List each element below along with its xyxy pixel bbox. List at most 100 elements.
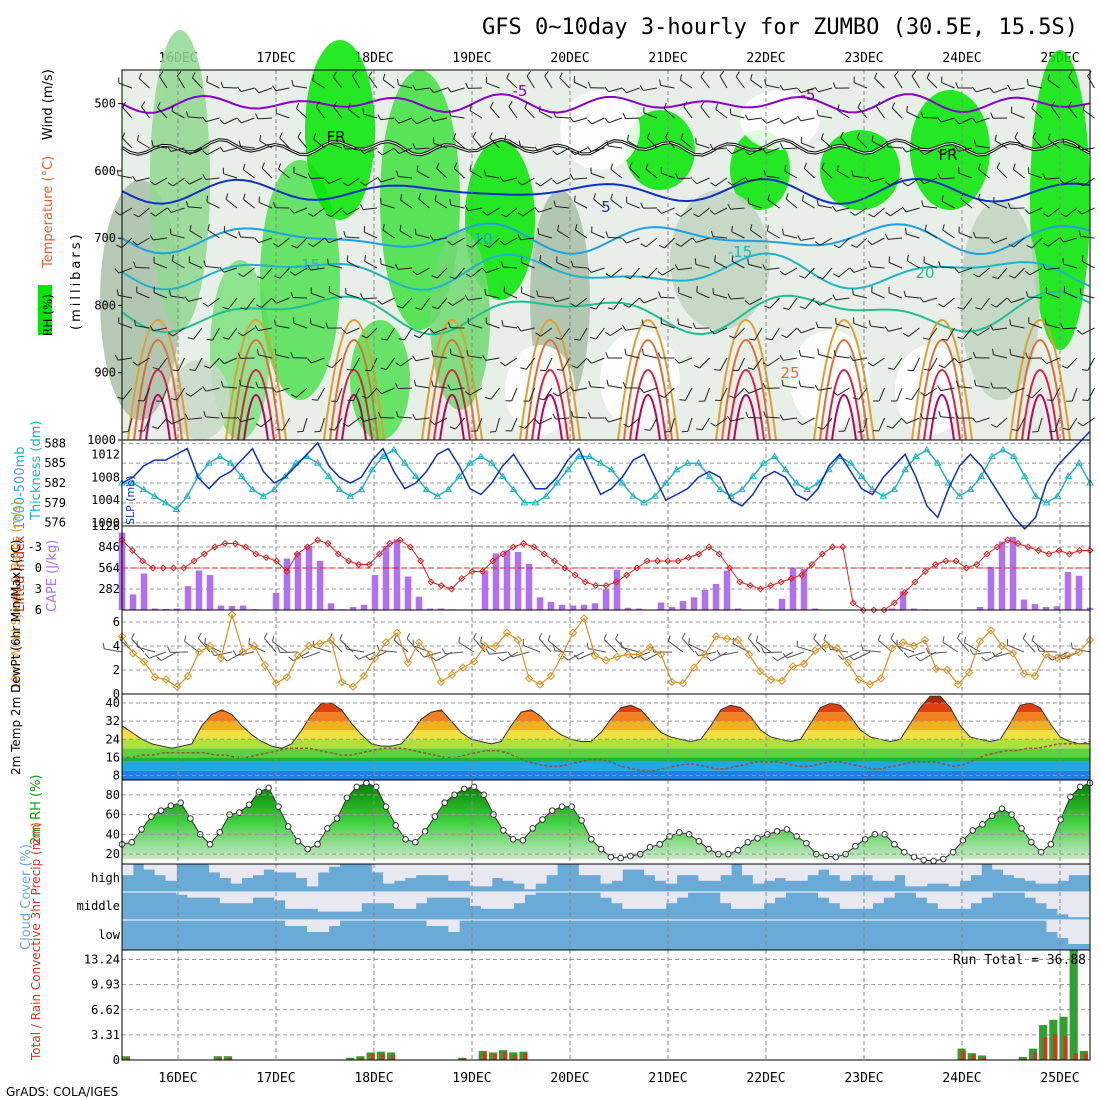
precip-convective-bar [370, 1053, 375, 1060]
li-point [468, 567, 476, 576]
wind-barb [896, 387, 903, 402]
wind-barb-flag [727, 203, 732, 210]
wind-barb-flag [1077, 182, 1084, 187]
wind-barb-flag [1050, 101, 1056, 107]
rh-point [646, 843, 654, 851]
wind-barb-flag [290, 351, 294, 358]
cloud-clear-cell [502, 864, 515, 881]
wind-barb-flag [290, 291, 294, 298]
wind-barb [450, 387, 465, 391]
wind-barb [190, 387, 203, 397]
cape-bar [1075, 575, 1083, 610]
wind-barb [928, 327, 938, 340]
wind-barb-flag [501, 319, 504, 327]
wind-barb [455, 417, 465, 430]
wind-barb-flag [465, 273, 472, 278]
wind-speed-point [733, 635, 743, 645]
wind-barb-flag [416, 165, 419, 172]
wind-barb [853, 82, 868, 89]
wind-barb [557, 230, 570, 239]
surface-temp-contour [825, 369, 863, 441]
wind-barb [942, 229, 955, 239]
wind-barb-flag [259, 135, 262, 142]
wind-barb [608, 417, 623, 423]
wind-barb-flag [692, 322, 696, 329]
cloud-clear-cell [263, 864, 275, 870]
wind-barb [556, 147, 570, 156]
precip-convective-bar [227, 1057, 233, 1060]
wind-barb-flag [941, 195, 944, 202]
wind-barb [715, 177, 728, 187]
wind-barb-flag [849, 355, 854, 361]
temperature-label: Temperature (°C) [41, 156, 56, 269]
wind-barb-flag [507, 651, 513, 658]
cloud-clear-cell [818, 892, 830, 898]
wind-barb-flag [657, 208, 662, 214]
wind-speed-point [304, 641, 314, 651]
wind-barb-flag [453, 133, 457, 140]
wind-barb-flag [237, 86, 242, 92]
precip-convective-bar [1063, 1035, 1068, 1060]
wind-barb [398, 147, 413, 154]
cloud-clear-cell [731, 892, 743, 909]
wind-barb [871, 291, 885, 299]
li-point [211, 543, 219, 551]
li-point [345, 557, 353, 565]
wind-barb [302, 417, 308, 432]
cloud-clear-cell [198, 892, 210, 898]
wind-barb-flag [747, 367, 754, 370]
cloud-clear-cell [306, 892, 319, 909]
wind-barb-flag [399, 194, 403, 201]
wind-barb [1052, 387, 1060, 401]
wind-barb-flag [814, 384, 819, 391]
cape-bar [415, 596, 423, 610]
rh-point [353, 783, 360, 791]
wind-barb [153, 292, 168, 299]
cape-bar [602, 589, 610, 610]
wind-barb [489, 651, 508, 655]
wind-barb-flag [469, 104, 472, 111]
wind-barb [1014, 267, 1025, 279]
wind-barb-flag [489, 431, 496, 433]
wind-barb [942, 641, 959, 653]
cloud-clear-cell [491, 892, 504, 909]
wind-barb-flag [167, 332, 174, 337]
wind-barb [381, 387, 395, 395]
cape-bar [294, 552, 302, 610]
thickness-point [944, 479, 953, 486]
wind-speed-point [821, 640, 831, 650]
wind-barb [214, 651, 233, 657]
cape-bar [888, 608, 896, 610]
cloud-clear-cell [480, 892, 493, 909]
cloud-clear-cell [589, 864, 602, 876]
wind-barb [380, 117, 395, 121]
wind-barb-flag [641, 319, 644, 326]
thickness-point [781, 465, 790, 473]
wind-barb [416, 117, 430, 125]
wind-barb [923, 205, 938, 209]
wind-barb-flag [553, 200, 557, 207]
wind-barb [621, 646, 640, 653]
cloud-clear-cell [785, 864, 797, 881]
slp-tick-label: 1004 [91, 493, 120, 507]
wind-barb [458, 642, 475, 653]
wind-barb-flag [823, 633, 827, 640]
wind-barb-flag [569, 173, 574, 180]
wind-barb [1022, 638, 1036, 653]
wind-barb [1010, 87, 1025, 91]
wind-barb-flag [149, 234, 154, 241]
wind-barb-flag [692, 179, 698, 185]
cloud-clear-cell [209, 892, 221, 898]
thickness-point [357, 485, 366, 493]
thickness-point [368, 465, 377, 473]
wind-barb [940, 266, 955, 269]
wind-barb [137, 646, 156, 653]
wind-barb-flag [623, 423, 630, 428]
wind-barb [765, 175, 780, 179]
wind-barb-flag [675, 212, 682, 217]
cloud-clear-cell [894, 864, 906, 876]
wind-barb [818, 353, 833, 359]
wind-barb-flag [857, 101, 862, 108]
cloud-clear-cell [230, 864, 243, 884]
